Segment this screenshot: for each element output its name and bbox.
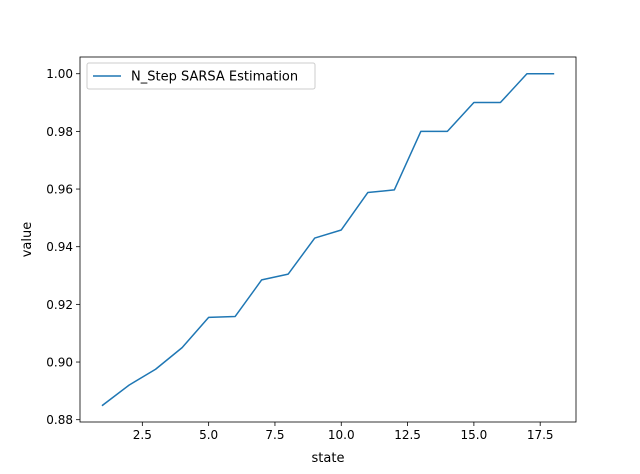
x-axis-label: state [312, 451, 345, 466]
x-tick-label: 17.5 [527, 428, 554, 442]
x-tick-label: 10.0 [328, 428, 355, 442]
y-tick-label: 0.90 [46, 356, 73, 370]
x-tick-label: 5.0 [199, 428, 218, 442]
y-tick-label: 0.92 [46, 298, 73, 312]
x-axis-ticks: 2.5 5.0 7.5 10.0 12.5 15.0 17.5 [133, 422, 554, 442]
legend-label: N_Step SARSA Estimation [131, 70, 298, 85]
y-tick-label: 0.94 [46, 240, 73, 254]
legend: N_Step SARSA Estimation [86, 62, 316, 90]
x-tick-label: 2.5 [133, 428, 152, 442]
y-tick-label: 0.96 [46, 183, 73, 197]
y-tick-label: 1.00 [46, 67, 73, 81]
x-tick-label: 7.5 [265, 428, 284, 442]
y-axis-ticks: 0.88 0.90 0.92 0.94 0.96 0.98 1.00 [46, 67, 80, 427]
y-axis-label: value [20, 222, 35, 258]
y-tick-label: 0.88 [46, 413, 73, 427]
x-tick-label: 12.5 [394, 428, 421, 442]
series-line-n-step-sarsa [101, 72, 555, 407]
y-tick-label: 0.98 [46, 125, 73, 139]
plot-frame [79, 56, 577, 423]
x-tick-label: 15.0 [461, 428, 488, 442]
legend-box [86, 62, 316, 90]
plot-area [80, 57, 576, 422]
